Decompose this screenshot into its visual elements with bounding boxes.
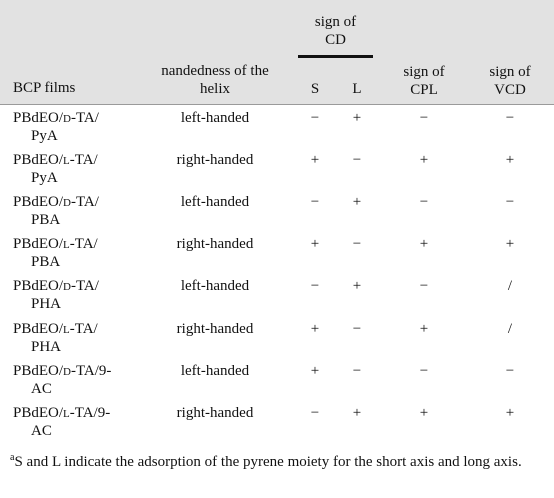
row-8-sign-vcd: + [505, 405, 515, 421]
row-6-sign-cpl: + [419, 321, 429, 337]
row-8-film-line2: AC [31, 423, 52, 439]
row-8-sign-l: + [352, 405, 362, 421]
row-6-sign-vcd: / [507, 321, 513, 337]
row-3-sign-s: − [310, 194, 320, 210]
row-7-film-line1: PBdEO/d-TA/9- [13, 363, 112, 379]
row-3-film-line2: PBA [31, 212, 61, 228]
row-3-sign-cpl: − [419, 194, 429, 210]
row-5-film-line1: PBdEO/d-TA/ [13, 278, 99, 294]
row-2-film-line1: PBdEO/l-TA/ [13, 152, 98, 168]
row-1-sign-l: + [352, 110, 362, 126]
header-cd-line1: sign of [314, 14, 357, 30]
row-5-sign-cpl: − [419, 278, 429, 294]
header-vcd-line1: sign of [489, 64, 531, 80]
row-6-film-line1: PBdEO/l-TA/ [13, 321, 98, 337]
header-cpl-line1: sign of [403, 64, 445, 80]
header-cpl-line2: CPL [410, 82, 438, 98]
row-7-sign-vcd: − [505, 363, 515, 379]
row-5-sign-l: + [352, 278, 362, 294]
row-7-film-line2: AC [31, 381, 52, 397]
row-1-sign-cpl: − [419, 110, 429, 126]
row-4-sign-vcd: + [505, 236, 515, 252]
row-3-sign-vcd: − [505, 194, 515, 210]
header-s: S [310, 81, 320, 97]
row-8-sign-s: − [310, 405, 320, 421]
row-4-sign-l: − [352, 236, 362, 252]
row-2-film-line2: PyA [31, 170, 58, 186]
row-2-sign-cpl: + [419, 152, 429, 168]
row-3-film-line1: PBdEO/d-TA/ [13, 194, 99, 210]
row-5-sign-vcd: / [507, 278, 513, 294]
table-footnote: aS and L indicate the adsorption of the … [10, 453, 550, 472]
footnote-text: S and L indicate the adsorption of the p… [14, 454, 522, 470]
row-8-film-line1: PBdEO/l-TA/9- [13, 405, 111, 421]
row-2-handedness: right-handed [176, 152, 254, 168]
header-bcp-films: BCP films [13, 80, 76, 96]
row-6-sign-s: + [310, 321, 320, 337]
row-4-sign-s: + [310, 236, 320, 252]
row-3-handedness: left-handed [180, 194, 250, 210]
row-4-sign-cpl: + [419, 236, 429, 252]
row-7-sign-l: − [352, 363, 362, 379]
header-handedness-line1: nandedness of the [161, 63, 269, 79]
row-4-film-line1: PBdEO/l-TA/ [13, 236, 98, 252]
row-7-sign-cpl: − [419, 363, 429, 379]
row-1-handedness: left-handed [180, 110, 250, 126]
row-6-handedness: right-handed [176, 321, 254, 337]
header-cd-line2: CD [325, 32, 346, 48]
row-5-film-line2: PHA [31, 296, 62, 312]
row-3-sign-l: + [352, 194, 362, 210]
row-1-sign-s: − [310, 110, 320, 126]
row-7-handedness: left-handed [180, 363, 250, 379]
row-1-film-line1: PBdEO/d-TA/ [13, 110, 99, 126]
row-2-sign-vcd: + [505, 152, 515, 168]
row-4-film-line2: PBA [31, 254, 61, 270]
header-vcd-line2: VCD [494, 82, 526, 98]
header-handedness-line2: helix [200, 81, 230, 97]
row-6-film-line2: PHA [31, 339, 62, 355]
header-divider [0, 104, 554, 105]
row-1-film-line2: PyA [31, 128, 58, 144]
table-header [0, 0, 554, 104]
row-1-sign-vcd: − [505, 110, 515, 126]
row-7-sign-s: + [310, 363, 320, 379]
row-8-handedness: right-handed [176, 405, 254, 421]
row-5-handedness: left-handed [180, 278, 250, 294]
row-5-sign-s: − [310, 278, 320, 294]
row-4-handedness: right-handed [176, 236, 254, 252]
header-l: L [352, 81, 362, 97]
footnote-mark: a [10, 452, 15, 463]
row-8-sign-cpl: + [419, 405, 429, 421]
cd-group-rule [298, 55, 373, 58]
row-6-sign-l: − [352, 321, 362, 337]
row-2-sign-s: + [310, 152, 320, 168]
row-2-sign-l: − [352, 152, 362, 168]
